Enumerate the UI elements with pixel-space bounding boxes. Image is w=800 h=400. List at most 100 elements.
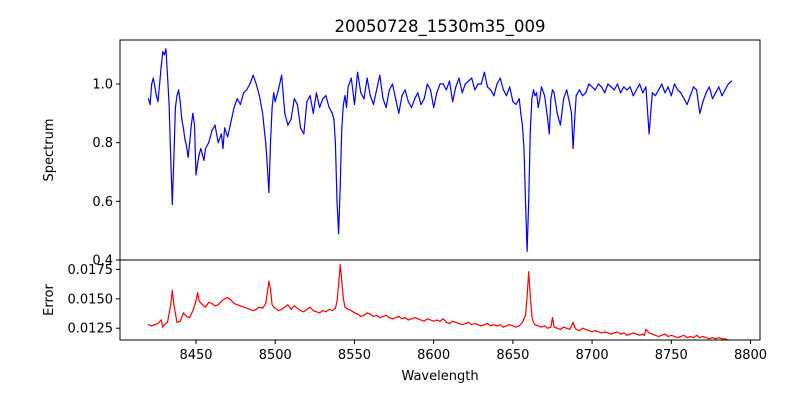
error-point: [639, 334, 641, 336]
spectrum-point: [325, 95, 327, 97]
spectrum-point: [518, 98, 520, 100]
spectrum-point: [632, 95, 634, 97]
error-point: [461, 324, 463, 326]
spectrum-point: [591, 86, 593, 88]
spectrum-point: [342, 103, 344, 106]
spectrum-point: [217, 142, 219, 144]
error-point: [268, 280, 270, 282]
spectrum-point: [266, 165, 268, 167]
spectrum-point: [271, 106, 273, 109]
spectrum-point: [570, 112, 573, 114]
spectrum-point: [718, 86, 720, 88]
spectrum-point: [268, 191, 270, 194]
error-point: [258, 306, 260, 308]
spectrum-point: [277, 89, 279, 91]
spectrum-point: [385, 106, 387, 109]
spectrum-point: [458, 77, 460, 79]
error-point: [493, 324, 495, 326]
spectrum-y-axis-label: Spectrum: [42, 119, 57, 182]
spectrum-point: [376, 89, 378, 91]
error-point: [610, 333, 612, 335]
spectrum-point: [336, 200, 338, 202]
spectrum-point: [569, 103, 571, 106]
spectrum-point: [433, 106, 435, 109]
spectrum-point: [160, 65, 162, 67]
x-tick-label: 8600: [417, 348, 450, 363]
spectrum-point: [423, 98, 425, 100]
error-point: [708, 338, 710, 340]
error-point: [341, 280, 343, 282]
error-point: [252, 310, 254, 312]
spectrum-point: [626, 89, 628, 91]
spectrum-point: [455, 86, 457, 88]
spectrum-point: [382, 98, 384, 100]
error-point: [702, 335, 704, 338]
error-point: [166, 321, 169, 323]
spectrum-point: [575, 95, 577, 97]
error-point: [582, 327, 584, 329]
spectrum-point: [467, 80, 470, 82]
spectrum-point: [220, 133, 222, 135]
error-point: [629, 333, 631, 335]
error-point: [686, 337, 688, 339]
spectrum-point: [333, 118, 335, 120]
spectrum-point: [670, 95, 672, 97]
error-point: [360, 315, 362, 318]
error-point: [192, 310, 194, 312]
error-point: [189, 317, 191, 319]
error-point: [642, 333, 644, 335]
spectrum-point: [623, 86, 625, 88]
error-point: [474, 322, 476, 325]
error-point: [556, 327, 558, 329]
error-point: [204, 306, 207, 308]
error-point: [160, 319, 162, 321]
error-point: [262, 307, 264, 309]
spectrum-point: [417, 92, 419, 94]
error-point: [147, 324, 150, 326]
spectrum-point: [152, 77, 154, 79]
error-point: [372, 315, 375, 318]
spectrum-point: [477, 83, 479, 85]
spectrum-point: [363, 98, 365, 100]
spectrum-point: [233, 106, 235, 109]
error-point: [623, 332, 625, 334]
error-point: [404, 317, 406, 319]
spectrum-point: [162, 51, 164, 53]
spectrum-point: [185, 145, 188, 147]
x-tick-label: 8750: [655, 348, 688, 363]
spectrum-point: [448, 80, 451, 82]
error-point: [429, 319, 432, 321]
spectrum-point: [193, 124, 196, 126]
error-point: [620, 333, 622, 335]
spectrum-point: [635, 89, 638, 91]
error-point: [157, 322, 159, 325]
error-point: [563, 326, 565, 328]
spectrum-point: [556, 112, 558, 114]
spectrum-point: [496, 83, 498, 85]
spectrum-point: [339, 186, 341, 188]
spectrum-point: [269, 142, 272, 144]
spectrum-point: [724, 89, 726, 91]
error-point: [553, 326, 555, 328]
spectrum-point: [249, 83, 251, 85]
error-point: [521, 321, 524, 323]
error-point: [705, 337, 707, 339]
spectrum-y-tick-label: 1.0: [92, 78, 113, 93]
spectrum-point: [563, 98, 565, 100]
spectrum-point: [201, 153, 203, 155]
spectrum-point: [439, 83, 441, 85]
spectrum-point: [204, 147, 207, 150]
error-point: [420, 319, 422, 321]
spectrum-point: [692, 86, 695, 88]
spectrum-point: [168, 103, 170, 106]
spectrum-point: [166, 74, 169, 76]
spectrum-point: [360, 92, 362, 94]
error-point: [458, 322, 460, 325]
error-point: [281, 308, 283, 310]
error-point: [179, 320, 181, 322]
spectrum-point: [585, 92, 587, 94]
error-point: [162, 326, 164, 328]
error-point: [171, 290, 173, 292]
spectrum-point: [645, 86, 647, 88]
error-point: [379, 317, 381, 319]
